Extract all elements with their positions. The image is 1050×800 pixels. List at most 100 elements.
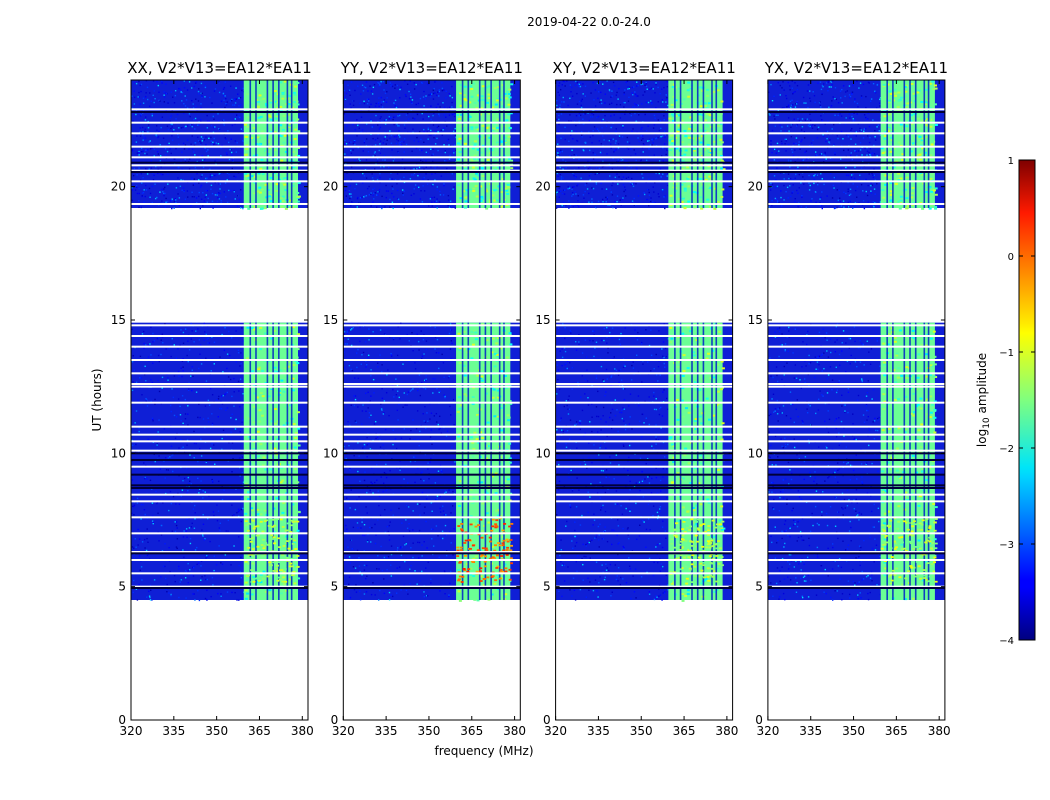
- band-texture: [259, 513, 263, 516]
- band-texture: [469, 488, 473, 491]
- noise-pixel: [391, 144, 394, 147]
- noise-pixel: [395, 592, 398, 594]
- noise-pixel: [578, 343, 580, 346]
- noise-pixel: [149, 192, 152, 195]
- noise-pixel: [198, 93, 200, 95]
- noise-pixel: [354, 420, 357, 422]
- noise-pixel: [176, 133, 179, 136]
- noise-pixel: [621, 417, 623, 420]
- noise-pixel: [608, 569, 610, 572]
- noise-pixel: [177, 177, 179, 179]
- band-texture: [473, 157, 477, 160]
- noise-pixel: [399, 547, 402, 549]
- band-texture: [243, 123, 247, 126]
- noise-pixel: [374, 192, 376, 194]
- band-warm: [491, 575, 495, 578]
- noise-pixel: [421, 381, 423, 384]
- noise-pixel: [424, 506, 426, 508]
- noise-pixel: [592, 524, 594, 526]
- noise-pixel: [362, 150, 364, 152]
- noise-pixel: [193, 527, 196, 529]
- noise-pixel: [405, 589, 408, 592]
- noise-pixel: [398, 403, 400, 406]
- noise-pixel: [579, 463, 581, 465]
- noise-pixel: [401, 189, 404, 191]
- noise-pixel: [351, 328, 353, 330]
- noise-pixel: [428, 134, 430, 137]
- noise-pixel: [186, 107, 189, 109]
- noise-pixel: [416, 410, 419, 412]
- noise-pixel: [358, 565, 361, 567]
- noise-pixel: [648, 591, 651, 593]
- noise-pixel: [398, 566, 401, 568]
- band-texture: [681, 599, 685, 602]
- noise-pixel: [183, 112, 185, 114]
- band-texture: [706, 567, 710, 570]
- noise-pixel: [593, 334, 595, 336]
- noise-pixel: [585, 543, 587, 546]
- noise-pixel: [420, 138, 422, 141]
- noise-pixel: [363, 569, 366, 571]
- noise-pixel: [152, 522, 154, 525]
- band-warm: [246, 574, 250, 577]
- noise-pixel: [133, 547, 135, 549]
- noise-pixel: [354, 567, 357, 569]
- noise-pixel: [241, 498, 243, 500]
- noise-pixel: [385, 190, 388, 192]
- noise-pixel: [448, 489, 450, 491]
- noise-pixel: [218, 128, 220, 130]
- noise-pixel: [167, 469, 170, 471]
- noise-pixel: [214, 88, 217, 90]
- noise-pixel: [348, 364, 351, 367]
- noise-pixel: [629, 416, 631, 418]
- band-texture: [465, 193, 469, 196]
- noise-pixel: [645, 546, 647, 548]
- band-texture: [491, 475, 495, 478]
- noise-pixel: [383, 89, 385, 91]
- noise-pixel: [561, 348, 563, 350]
- noise-pixel: [589, 540, 592, 543]
- noise-pixel: [449, 348, 452, 350]
- band-texture: [720, 438, 724, 441]
- noise-pixel: [210, 136, 212, 139]
- noise-pixel: [350, 489, 352, 491]
- band-texture: [253, 392, 257, 395]
- band-texture: [296, 81, 300, 84]
- noise-pixel: [374, 139, 377, 141]
- noise-pixel: [384, 159, 386, 161]
- noise-pixel: [239, 365, 241, 367]
- noise-pixel: [184, 451, 186, 453]
- noise-pixel: [606, 567, 608, 569]
- noise-pixel: [366, 102, 369, 105]
- band-texture: [456, 480, 460, 483]
- noise-pixel: [436, 497, 438, 500]
- noise-pixel: [190, 204, 192, 207]
- band-texture: [260, 554, 264, 557]
- band-warm: [491, 556, 495, 559]
- band-warm: [494, 579, 498, 582]
- band-texture: [282, 501, 286, 504]
- noise-pixel: [233, 514, 235, 516]
- noise-pixel: [219, 172, 222, 175]
- noise-pixel: [400, 554, 403, 557]
- band-texture: [496, 573, 500, 576]
- band-texture: [258, 143, 262, 146]
- noise-pixel: [650, 354, 653, 357]
- band-texture: [700, 422, 704, 425]
- noise-pixel: [196, 160, 198, 163]
- noise-pixel: [593, 513, 595, 515]
- band-texture: [507, 135, 511, 138]
- noise-pixel: [214, 463, 216, 465]
- band-texture: [475, 438, 479, 441]
- band-texture: [497, 539, 501, 542]
- noise-pixel: [583, 555, 585, 558]
- x-tick-label: 365: [248, 724, 271, 738]
- noise-pixel: [588, 589, 590, 591]
- noise-pixel: [182, 331, 185, 334]
- band-texture: [274, 422, 278, 425]
- noise-pixel: [144, 195, 146, 198]
- noise-pixel: [607, 347, 609, 349]
- noise-pixel: [175, 187, 178, 189]
- noise-pixel: [158, 91, 160, 93]
- band-texture: [494, 103, 498, 106]
